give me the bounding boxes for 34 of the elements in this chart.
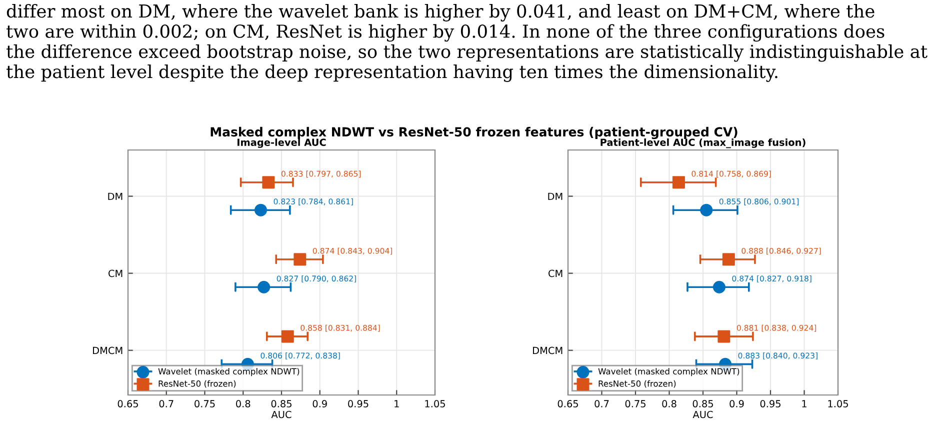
chart-subtitle: Patient-level AUC (max_image fusion) — [600, 138, 806, 148]
x-tick-label: 0.7 — [594, 400, 609, 408]
x-tick-label: 0.75 — [194, 400, 215, 408]
y-tick-label: DM — [108, 192, 122, 200]
x-tick-label: 0.8 — [236, 400, 250, 408]
x-tick-label: 0.75 — [625, 400, 646, 408]
legend-label: Wavelet (masked complex NDWT) — [598, 368, 740, 376]
x-axis-title: AUC — [692, 410, 713, 418]
text: Masked complex NDWT vs ResNet-50 frozen features (patient-grouped CV) — [210, 126, 738, 140]
chart-subtitle: Image-level AUC — [238, 138, 326, 148]
x-tick-label: 0.8 — [662, 400, 676, 408]
x-tick-label: 0.95 — [348, 400, 368, 408]
legend-label: Wavelet (masked complex NDWT) — [158, 368, 300, 376]
x-tick-label: 0.95 — [760, 400, 780, 408]
legend-label: ResNet-50 (frozen) — [158, 380, 236, 388]
y-tick-label: DMCM — [93, 346, 122, 354]
y-tick-label: CM — [108, 270, 122, 278]
x-tick-label: 0.65 — [118, 400, 138, 408]
x-tick-label: 0.9 — [730, 400, 744, 408]
y-tick-label: DM — [548, 192, 562, 200]
legend-label: ResNet-50 (frozen) — [598, 380, 676, 388]
x-tick-label: 0.85 — [692, 400, 713, 408]
text: differ most on DM, where the wavelet bank is higher by 0.041, and least on DM+CM, where the two are within 0.002; on CM, ResNet is higher by 0.014. In none of the three configurations does the difference exceed bootstrap noise, so the two representations are statistically indistinguishable at the patient level despite the deep representation having ten times the dimensionality. — [6, 4, 928, 82]
x-tick-label: 1.05 — [828, 400, 848, 408]
y-tick-label: DMCM — [533, 346, 562, 354]
y-tick-label: CM — [548, 270, 562, 278]
x-tick-label: 1.05 — [425, 400, 445, 408]
x-tick-label: 0.7 — [159, 400, 174, 408]
x-tick-label: 1 — [802, 400, 806, 408]
x-axis-title: AUC — [271, 410, 292, 418]
x-tick-label: 0.65 — [558, 400, 578, 408]
x-tick-label: 0.9 — [312, 400, 327, 408]
x-tick-label: 0.85 — [271, 400, 292, 408]
x-tick-label: 1 — [394, 400, 399, 408]
